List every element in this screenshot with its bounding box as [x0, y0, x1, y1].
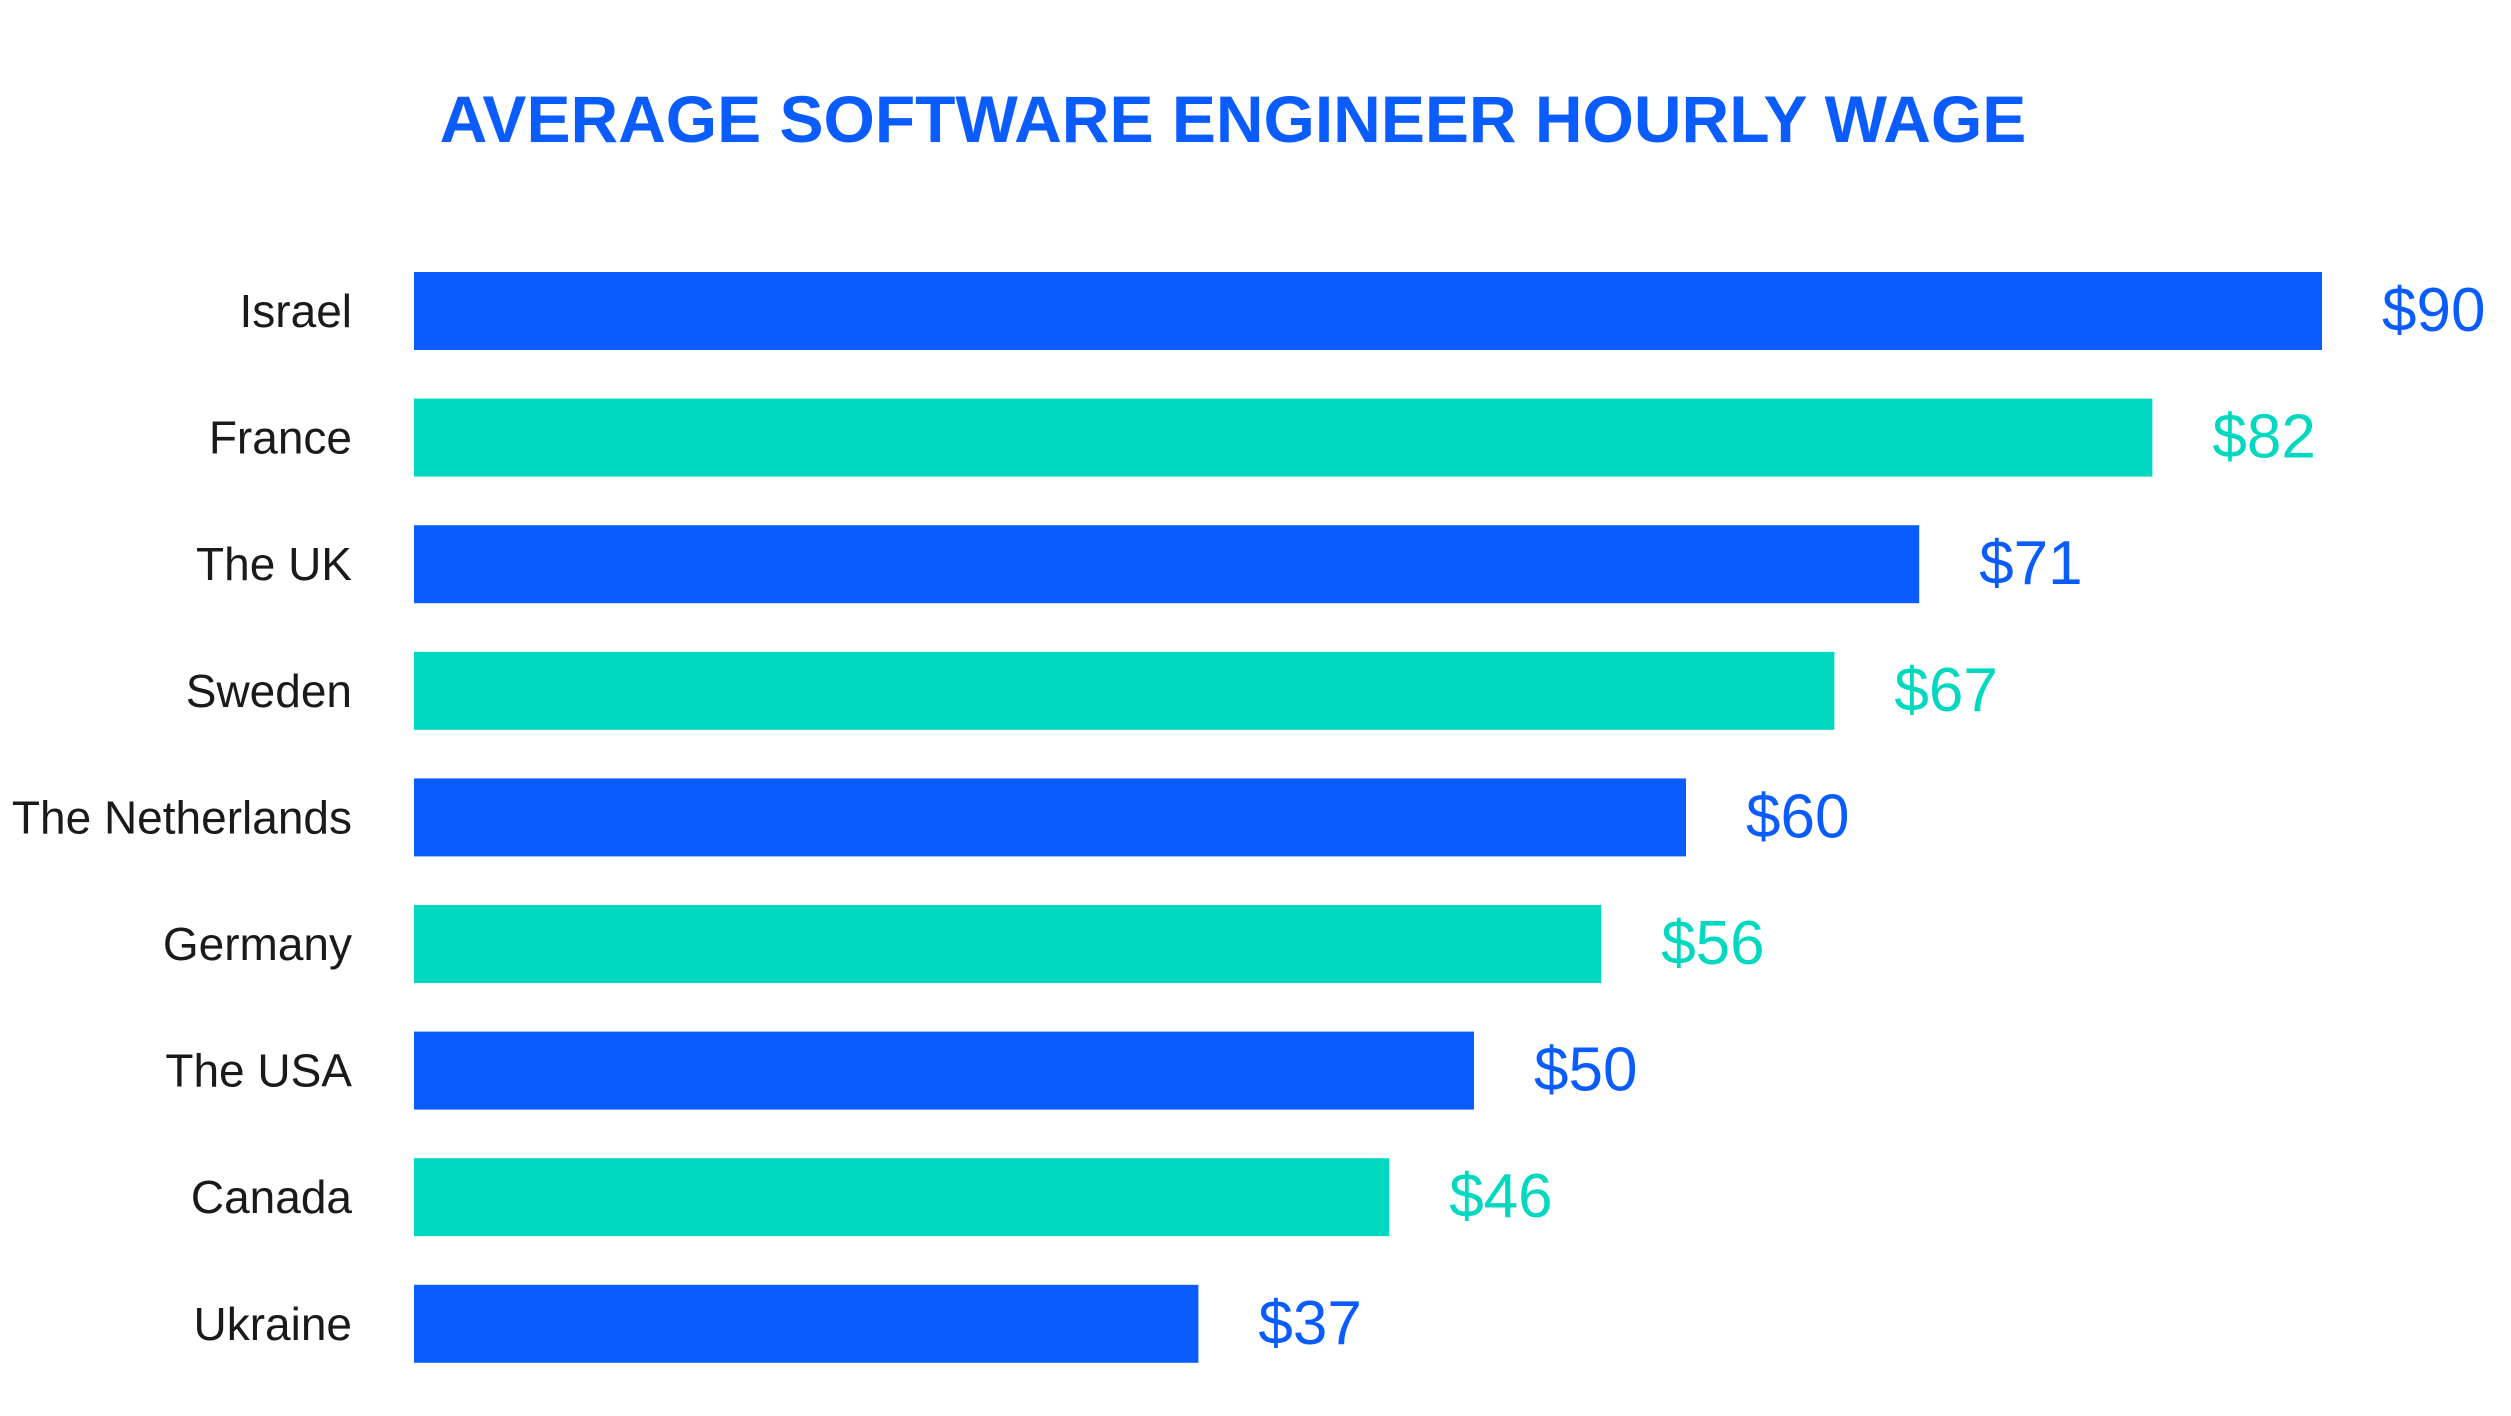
bar-sweden — [414, 651, 1835, 730]
bar-israel — [414, 272, 2322, 350]
bars — [414, 272, 2322, 1363]
category-label-the-uk: The UK — [196, 538, 352, 590]
bar-germany — [414, 905, 1602, 983]
category-label-sweden: Sweden — [186, 665, 352, 717]
category-label-ukraine: Ukraine — [193, 1298, 352, 1350]
category-label-israel: Israel — [240, 285, 352, 337]
value-label-the-netherlands: $60 — [1746, 782, 1849, 851]
value-label-the-uk: $71 — [1979, 529, 2082, 598]
value-label-ukraine: $37 — [1258, 1289, 1361, 1358]
category-label-the-usa: The USA — [165, 1045, 352, 1097]
value-label-israel: $90 — [2382, 276, 2485, 345]
bar-france — [414, 398, 2153, 477]
bar-ukraine — [414, 1284, 1199, 1363]
value-labels: $90 $82 $71 $67 $60 $56 $50 $46 $37 — [1258, 276, 2485, 1358]
bar-the-uk — [414, 525, 1920, 604]
value-label-sweden: $67 — [1894, 656, 1997, 725]
bar-canada — [414, 1158, 1390, 1237]
chart-title: AVERAGE SOFTWARE ENGINEER HOURLY WAGE — [440, 82, 2027, 156]
value-label-germany: $56 — [1661, 909, 1764, 978]
value-label-canada: $46 — [1449, 1162, 1552, 1231]
bar-the-usa — [414, 1031, 1474, 1110]
category-label-canada: Canada — [191, 1171, 353, 1223]
value-label-the-usa: $50 — [1534, 1036, 1637, 1105]
value-label-france: $82 — [2212, 403, 2315, 472]
category-label-the-netherlands: The Netherlands — [12, 791, 352, 843]
category-labels: Israel France The UK Sweden The Netherlands G… — [12, 285, 353, 1350]
category-label-france: France — [209, 412, 352, 464]
category-label-germany: Germany — [163, 918, 352, 970]
bar-the-netherlands — [414, 778, 1686, 857]
